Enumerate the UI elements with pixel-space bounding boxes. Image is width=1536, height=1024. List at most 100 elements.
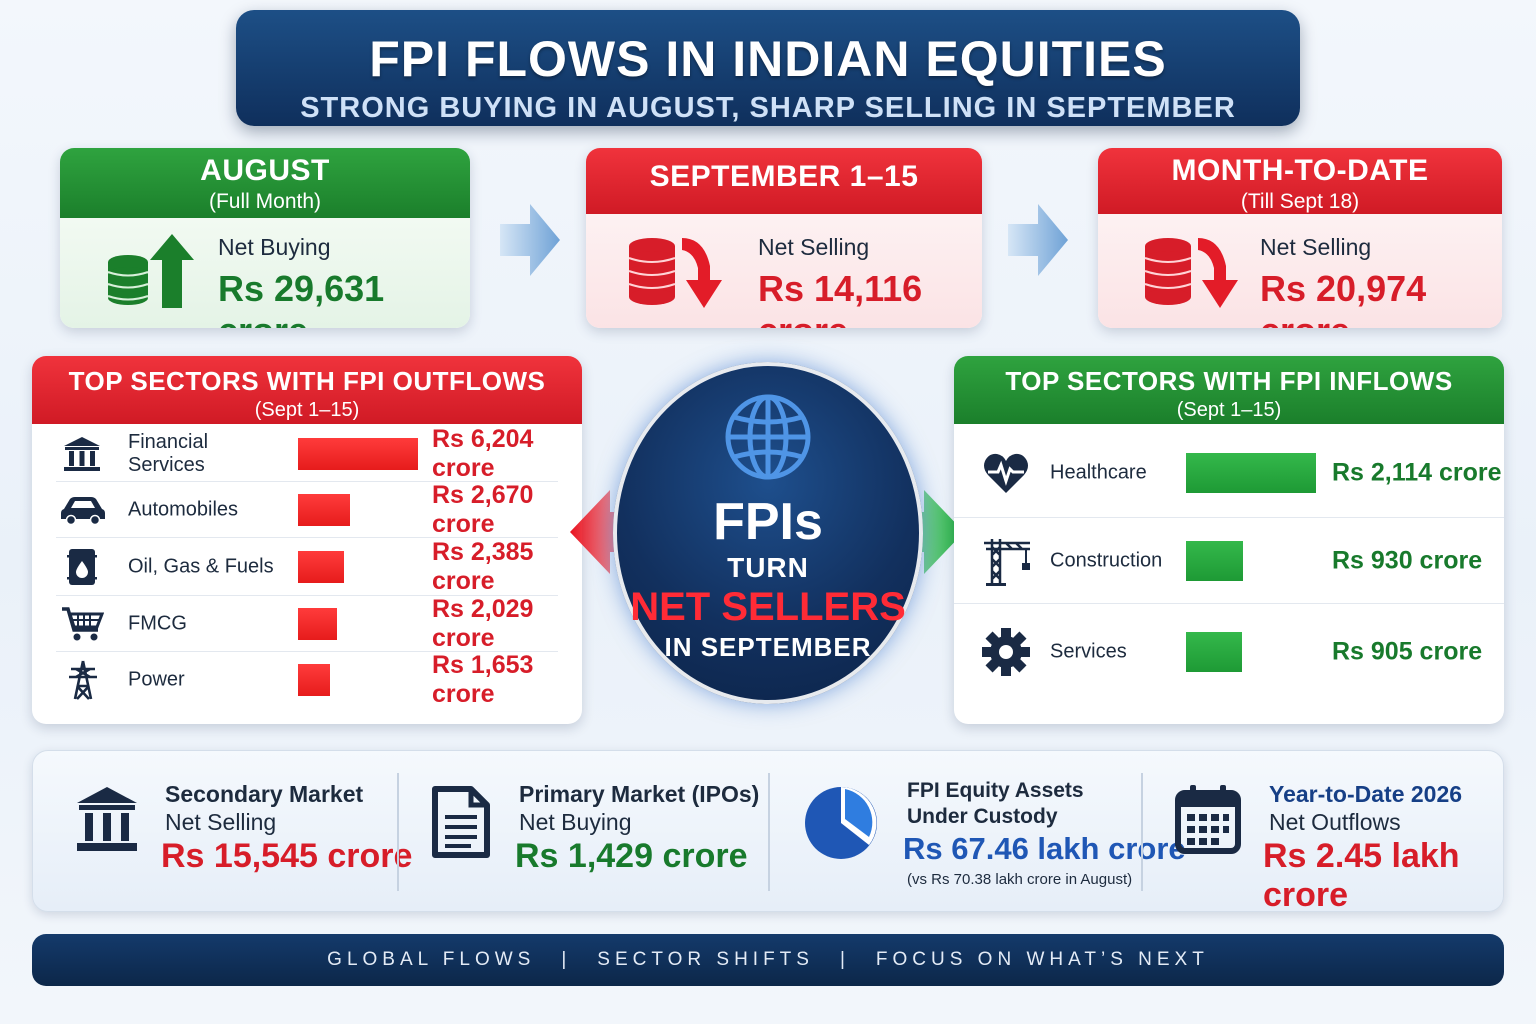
flow-arrow-icon <box>500 204 560 276</box>
mtd-card-header: MONTH-TO-DATE (Till Sept 18) <box>1098 148 1502 214</box>
outflow-bar <box>298 493 350 526</box>
stat-ytd-title: Year-to-Date 2026 <box>1269 781 1463 807</box>
august-card-subtitle: (Full Month) <box>208 190 322 213</box>
bank-icon <box>64 436 100 471</box>
inflow-sector-name: Construction <box>1050 549 1163 571</box>
center-line4: IN SEPTEMBER <box>664 632 872 662</box>
footer-separator: | <box>561 949 572 970</box>
september-card: SEPTEMBER 1–15 Net Selling Rs 14,116 cro… <box>586 148 982 328</box>
inflow-bar <box>1186 452 1316 493</box>
stat-ytd-sub: Net Outflows <box>1269 809 1401 835</box>
stat-assets-note: (vs Rs 70.38 lakh crore in August) <box>907 871 1133 888</box>
page-subtitle: STRONG BUYING IN AUGUST, SHARP SELLING I… <box>300 92 1236 124</box>
outflow-row: Oil, Gas & Fuels Rs 2,385 crore <box>56 538 558 596</box>
stat-primary-sub: Net Buying <box>519 809 632 835</box>
inflow-value: Rs 2,114 crore <box>1332 458 1502 486</box>
mtd-card-subtitle: (Till Sept 18) <box>1240 190 1360 213</box>
footer-bar: GLOBAL FLOWS | SECTOR SHIFTS | FOCUS ON … <box>32 934 1504 986</box>
outflow-sector-name: Financial Services <box>128 430 209 476</box>
outflow-sector-name: Power <box>128 668 185 691</box>
calendar-icon <box>1175 785 1241 854</box>
page-title: FPI FLOWS IN INDIAN EQUITIES <box>369 31 1167 87</box>
outflows-title: TOP SECTORS WITH FPI OUTFLOWS <box>68 366 546 396</box>
outflows-subtitle: (Sept 1–15) <box>254 399 360 421</box>
center-line3: NET SELLERS <box>630 585 906 629</box>
august-card-header: AUGUST (Full Month) <box>60 148 470 218</box>
inflow-row: Construction Rs 930 crore <box>954 518 1504 604</box>
august-card-title: AUGUST <box>200 154 330 187</box>
september-card-header: SEPTEMBER 1–15 <box>586 148 982 214</box>
september-card-title: SEPTEMBER 1–15 <box>649 160 919 193</box>
center-badge: FPIs TURN NET SELLERS IN SEPTEMBER <box>613 362 923 704</box>
outflow-value: Rs 6,204 crore <box>432 424 534 482</box>
header-banner: FPI FLOWS IN INDIAN EQUITIES STRONG BUYI… <box>236 10 1300 126</box>
stat-primary-amount: Rs 1,429 crore <box>515 837 748 875</box>
oil-barrel-icon <box>67 548 97 585</box>
stat-assets-title: FPI Equity Assets <box>907 779 1084 802</box>
outflow-bar <box>298 664 330 696</box>
crane-icon <box>984 538 1030 586</box>
september-label: Net Selling <box>758 234 870 260</box>
globe-icon <box>725 394 811 480</box>
stat-divider <box>1141 773 1143 891</box>
stat-secondary-title: Secondary Market <box>165 781 364 807</box>
outflow-row: Financial Services Rs 6,204 crore <box>56 424 558 482</box>
footer-item-sector-shifts: SECTOR SHIFTS <box>597 949 814 970</box>
stat-ytd-amount: Rs 2.45 lakh crore <box>1263 837 1460 914</box>
inflow-row: Healthcare Rs 2,114 crore <box>954 428 1504 518</box>
inflow-bar <box>1186 540 1243 581</box>
coins-down-icon <box>628 238 722 308</box>
coins-up-icon <box>107 234 194 308</box>
footer-separator: | <box>839 949 850 970</box>
power-tower-icon <box>69 660 97 700</box>
outflow-value: Rs 2,670 crore <box>432 480 534 538</box>
mtd-card-title: MONTH-TO-DATE <box>1171 154 1429 187</box>
inflow-arrow-icon <box>884 490 964 574</box>
inflow-bar <box>1186 632 1242 672</box>
stat-assets-sub: Under Custody <box>907 805 1058 828</box>
outflow-sector-name: FMCG <box>128 612 187 634</box>
stat-secondary-amount: Rs 15,545 crore <box>161 837 413 875</box>
document-icon <box>432 786 490 858</box>
outflow-value: Rs 2,029 crore <box>432 594 534 652</box>
outflow-bar <box>298 550 344 583</box>
inflow-value: Rs 905 crore <box>1332 637 1483 666</box>
mtd-label: Net Selling <box>1260 234 1372 260</box>
outflows-panel: TOP SECTORS WITH FPI OUTFLOWS (Sept 1–15… <box>32 356 582 724</box>
outflow-row: Automobiles Rs 2,670 crore <box>56 480 558 538</box>
august-amount: Rs 29,631 crore <box>218 268 385 328</box>
stat-primary-title: Primary Market (IPOs) <box>519 781 760 807</box>
august-label: Net Buying <box>218 234 331 260</box>
inflow-value: Rs 930 crore <box>1332 546 1483 574</box>
summary-stats: Secondary Market Net Selling Rs 15,545 c… <box>32 750 1504 914</box>
gear-icon <box>982 628 1030 676</box>
shopping-cart-icon <box>62 606 104 640</box>
stat-divider <box>397 773 399 891</box>
pie-chart-icon <box>805 787 877 859</box>
outflow-arrow-icon <box>570 490 650 574</box>
car-icon <box>61 496 105 525</box>
center-line2: TURN <box>727 552 809 583</box>
september-amount: Rs 14,116 crore <box>758 268 923 328</box>
outflow-sector-name: Automobiles <box>128 498 239 520</box>
stat-assets-amount: Rs 67.46 lakh crore <box>903 831 1186 866</box>
mtd-amount: Rs 20,974 crore <box>1260 268 1427 328</box>
coins-down-icon <box>1144 238 1238 308</box>
inflow-row: Services Rs 905 crore <box>954 604 1504 700</box>
outflows-header: TOP SECTORS WITH FPI OUTFLOWS (Sept 1–15… <box>32 356 582 424</box>
inflow-sector-name: Healthcare <box>1050 461 1147 483</box>
center-line1: FPIs <box>713 493 823 551</box>
inflows-header: TOP SECTORS WITH FPI INFLOWS (Sept 1–15) <box>954 356 1504 424</box>
heart-pulse-icon <box>984 453 1028 493</box>
footer-item-whats-next: FOCUS ON WHAT’S NEXT <box>875 949 1209 970</box>
inflows-subtitle: (Sept 1–15) <box>1176 399 1282 421</box>
inflow-sector-name: Services <box>1050 640 1127 663</box>
footer-item-global-flows: GLOBAL FLOWS <box>327 949 536 970</box>
outflow-value: Rs 1,653 crore <box>432 651 534 708</box>
mtd-card: MONTH-TO-DATE (Till Sept 18) Net Selling… <box>1098 148 1502 328</box>
flow-arrow-icon <box>1008 204 1068 276</box>
august-card: AUGUST (Full Month) Net Buying Rs 29,631… <box>60 148 470 328</box>
stat-secondary-sub: Net Selling <box>165 809 277 835</box>
outflow-bar <box>298 607 337 640</box>
stat-divider <box>768 773 770 891</box>
